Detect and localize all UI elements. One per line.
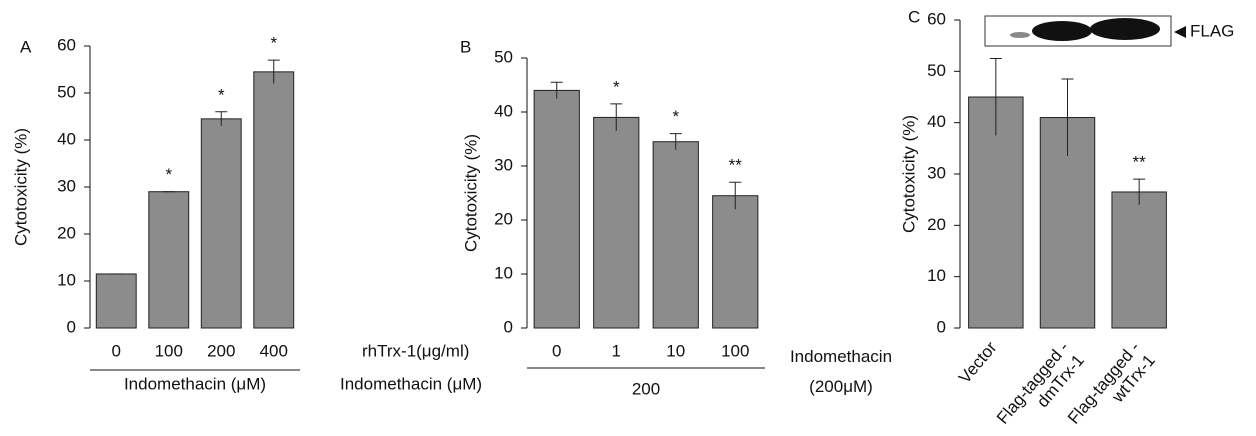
x-tick-label: 200 (207, 341, 235, 360)
y-tick-label: 60 (927, 9, 946, 28)
y-tick-label: 0 (67, 317, 76, 336)
x-tick-label: 100 (721, 341, 749, 360)
y-tick-label: 40 (927, 112, 946, 131)
x-axis-label: Indomethacin (μM) (124, 374, 266, 393)
bar (713, 196, 758, 328)
y-tick-label: 0 (937, 317, 946, 336)
panel-label: A (20, 37, 32, 56)
y-axis-label: Cytotoxicity (%) (11, 128, 30, 246)
significance-label: * (672, 107, 679, 126)
x-tick-label: 10 (666, 341, 685, 360)
significance-label: * (270, 34, 277, 53)
x-tick-label: 0 (552, 341, 561, 360)
bar (254, 72, 294, 328)
y-tick-label: 20 (927, 215, 946, 234)
y-tick-label: 20 (57, 223, 76, 242)
y-tick-label: 50 (494, 47, 513, 66)
y-axis-label: Cytotoxicity (%) (899, 115, 918, 233)
y-tick-label: 50 (57, 82, 76, 101)
panel-label: C (908, 7, 920, 26)
y-tick-label: 30 (57, 176, 76, 195)
panel-label: B (460, 37, 471, 56)
y-tick-label: 30 (494, 155, 513, 174)
blot-arrow (1174, 26, 1186, 38)
y-tick-label: 10 (494, 263, 513, 282)
bar (534, 90, 579, 328)
bar (149, 192, 189, 328)
y-axis-label: Cytotoxicity (%) (461, 134, 480, 252)
y-tick-label: 10 (57, 270, 76, 289)
x-axis-label: Indomethacin (μM) (340, 374, 482, 393)
bar (201, 119, 241, 328)
significance-label: * (165, 165, 172, 184)
blot-band (1010, 32, 1030, 38)
y-tick-label: 40 (494, 101, 513, 120)
y-tick-label: 60 (57, 35, 76, 54)
bar (96, 274, 136, 328)
y-tick-label: 0 (504, 317, 513, 336)
y-tick-label: 10 (927, 266, 946, 285)
x-tick-label: 100 (155, 341, 183, 360)
x-tick-label: 1 (612, 341, 621, 360)
significance-label: * (613, 77, 620, 96)
y-tick-label: 50 (927, 61, 946, 80)
bar (1112, 192, 1166, 328)
blot-band (1032, 21, 1092, 41)
significance-label: * (218, 85, 225, 104)
blot-band (1090, 18, 1160, 40)
x-tick-label: 0 (112, 341, 121, 360)
significance-label: ** (1133, 153, 1147, 172)
side-label: Indomethacin (200μM) (786, 342, 896, 402)
bar (594, 117, 639, 328)
y-tick-label: 40 (57, 129, 76, 148)
y-tick-label: 30 (927, 163, 946, 182)
row-label: rhTrx-1(μg/ml) (362, 341, 469, 360)
y-tick-label: 20 (494, 209, 513, 228)
significance-label: ** (729, 156, 743, 175)
x-group-value: 200 (632, 379, 660, 398)
bar (653, 142, 698, 328)
blot-label: FLAG (1190, 21, 1234, 40)
figure: ACytotoxicity (%)01020304050600*100*200*… (0, 0, 1256, 436)
x-tick-label: 400 (260, 341, 288, 360)
